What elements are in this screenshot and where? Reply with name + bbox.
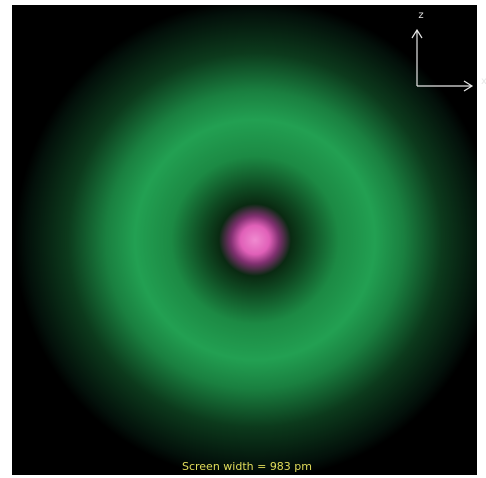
screen-width-caption: Screen width = 983 pm bbox=[182, 460, 312, 473]
z-label: z bbox=[418, 10, 423, 21]
z-arrowhead bbox=[411, 28, 423, 39]
x-arrowhead bbox=[463, 80, 474, 92]
orbital-density bbox=[12, 5, 477, 475]
axis-gizmo bbox=[411, 28, 474, 92]
x-label: x bbox=[481, 76, 486, 87]
